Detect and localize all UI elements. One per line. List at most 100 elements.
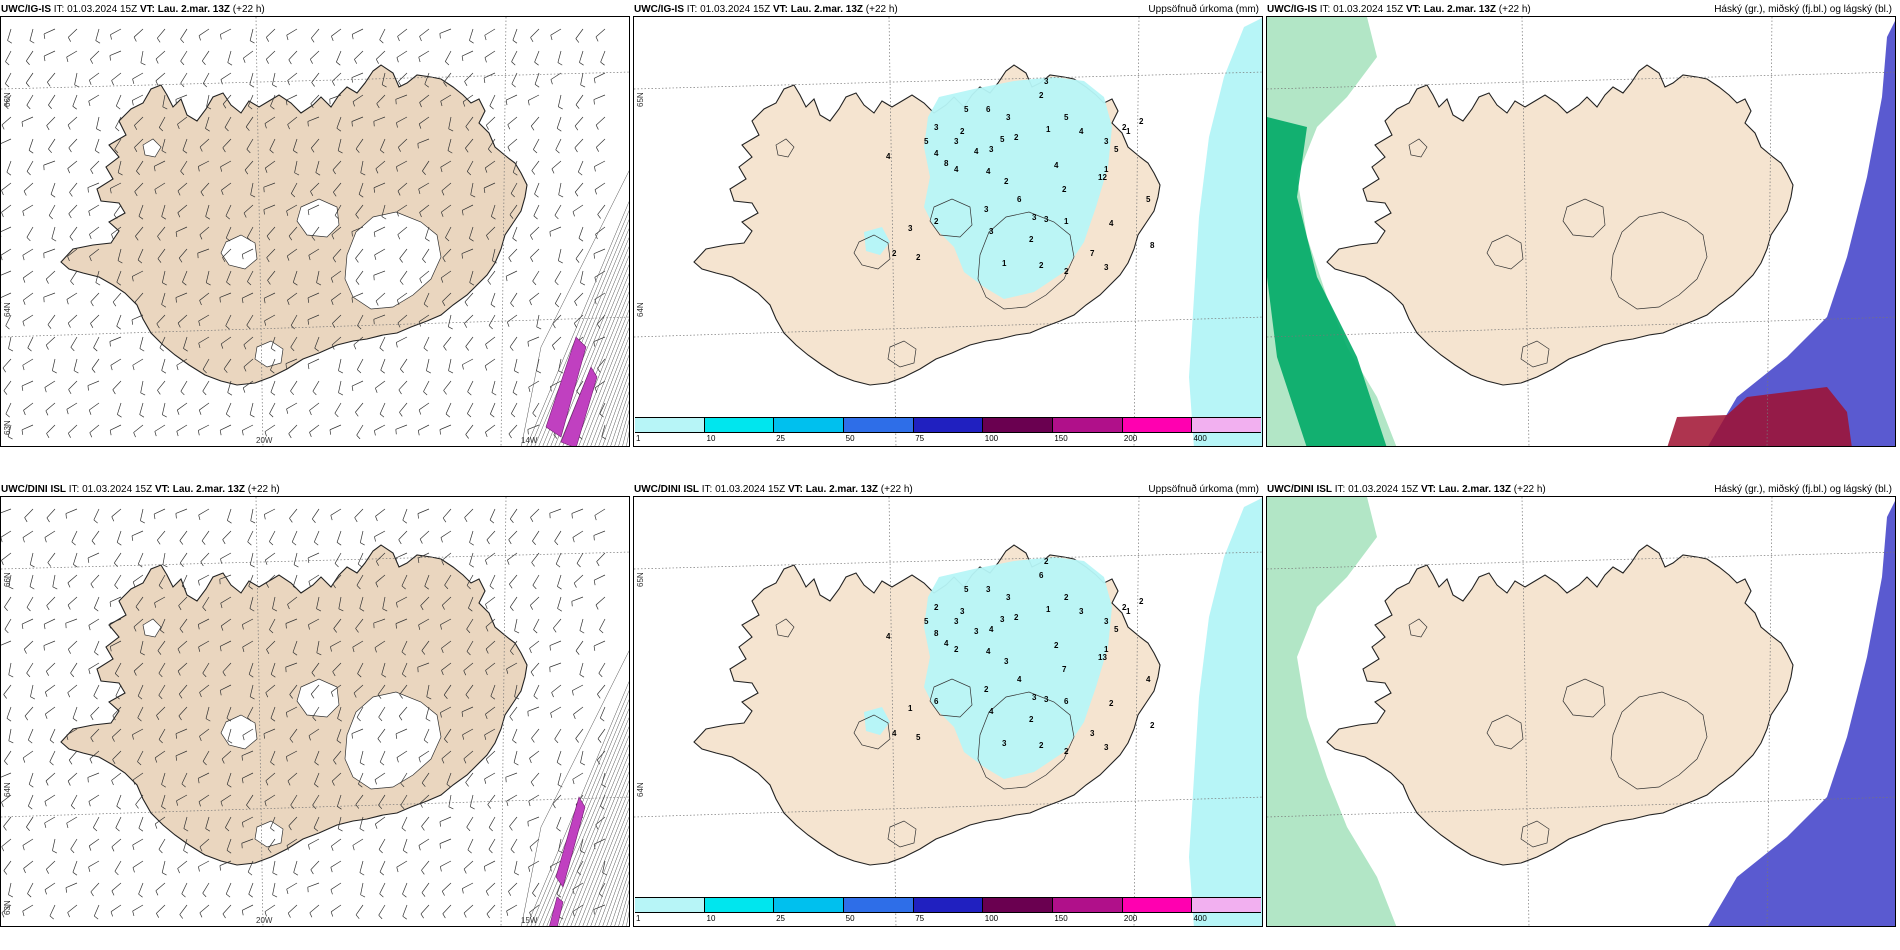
graticule bbox=[634, 497, 1262, 926]
it-label: IT: bbox=[1334, 484, 1346, 495]
map-panel-precip: UWC/IG-IS IT: 01.03.2024 15Z VT: Lau. 2.… bbox=[633, 0, 1263, 449]
vt-value: Lau. 2.mar. 13Z bbox=[1423, 4, 1497, 15]
precip-value-label: 1 bbox=[1002, 259, 1007, 268]
precip-value-label: 8 bbox=[934, 629, 939, 638]
map-frame bbox=[1266, 496, 1896, 927]
precip-value-label: 3 bbox=[1032, 693, 1037, 702]
glacier-patch bbox=[344, 211, 442, 310]
legend-tick-label: 400 bbox=[1193, 914, 1207, 923]
precip-value-label: 5 bbox=[1146, 195, 1151, 204]
legend-tick-label: 50 bbox=[845, 434, 855, 443]
legend-swatch bbox=[635, 418, 705, 432]
graticule bbox=[634, 17, 1262, 446]
map-svg bbox=[1, 17, 629, 446]
precip-value-label: 3 bbox=[1032, 213, 1037, 222]
precip-value-label: 2 bbox=[1139, 117, 1144, 126]
precip-value-label: 3 bbox=[1000, 615, 1005, 624]
precip-value-label: 6 bbox=[1017, 195, 1022, 204]
precip-value-label: 1 bbox=[1104, 165, 1109, 174]
model-name: UWC/IG-IS bbox=[634, 4, 684, 15]
vt-label: VT: bbox=[787, 484, 803, 495]
glacier-patch bbox=[254, 820, 284, 848]
precip-area-inland bbox=[924, 77, 1112, 299]
precip-value-label: 5 bbox=[1114, 625, 1119, 634]
precip-value-label: 6 bbox=[934, 697, 939, 706]
legend-colorbar bbox=[635, 897, 1262, 913]
precip-value-label: 3 bbox=[1044, 695, 1049, 704]
latitude-label: 66N bbox=[3, 92, 12, 107]
precip-value-label: 13 bbox=[1098, 653, 1107, 662]
legend-tick-label: 400 bbox=[1193, 434, 1207, 443]
panel-title: UWC/IG-IS IT: 01.03.2024 15Z VT: Lau. 2.… bbox=[1, 4, 265, 15]
map-frame bbox=[1266, 16, 1896, 447]
mid-cloud-area bbox=[1708, 501, 1895, 926]
longitude-label: 15W bbox=[521, 916, 538, 925]
wind-speed-streak bbox=[545, 336, 598, 446]
precip-value-label: 1 bbox=[908, 704, 913, 713]
precip-value-label: 2 bbox=[1004, 177, 1009, 186]
precip-value-label: 3 bbox=[960, 607, 965, 616]
longitude-label: 20W bbox=[256, 916, 273, 925]
precip-value-label: 2 bbox=[960, 127, 965, 136]
it-label: IT: bbox=[701, 484, 713, 495]
precip-value-label: 4 bbox=[886, 632, 891, 641]
precip-value-label: 1 bbox=[1064, 217, 1069, 226]
precip-value-label: 5 bbox=[1114, 145, 1119, 154]
vt-label: VT: bbox=[1420, 484, 1436, 495]
precip-value-label: 4 bbox=[1017, 675, 1022, 684]
map-panel-cloud: UWC/IG-IS IT: 01.03.2024 15Z VT: Lau. 2.… bbox=[1266, 0, 1896, 449]
vt-label: VT: bbox=[139, 4, 155, 15]
precip-value-label: 4 bbox=[1109, 219, 1114, 228]
graticule bbox=[1, 17, 629, 446]
legend-swatch bbox=[1122, 418, 1193, 432]
latitude-label: 66N bbox=[3, 572, 12, 587]
precip-value-label: 2 bbox=[1122, 123, 1127, 132]
glacier-patch bbox=[220, 714, 258, 750]
precip-value-label: 8 bbox=[1150, 241, 1155, 250]
legend-swatch bbox=[913, 418, 984, 432]
it-value: 01.03.2024 15Z bbox=[715, 484, 786, 495]
wind-speed-streak bbox=[549, 796, 586, 926]
precip-value-label: 4 bbox=[989, 625, 994, 634]
precip-value-label: 2 bbox=[916, 253, 921, 262]
precip-value-label: 2 bbox=[1039, 91, 1044, 100]
model-name: UWC/DINI ISL bbox=[634, 484, 699, 495]
precip-value-label: 2 bbox=[1062, 185, 1067, 194]
legend-swatch bbox=[844, 418, 914, 432]
precip-value-label: 2 bbox=[1054, 641, 1059, 650]
legend-tick-label: 50 bbox=[845, 914, 855, 923]
longitude-label: 20W bbox=[256, 436, 273, 445]
it-value: 01.03.2024 15Z bbox=[67, 4, 138, 15]
panel-header: UWC/DINI ISL IT: 01.03.2024 15Z VT: Lau.… bbox=[0, 484, 630, 500]
precip-value-label: 7 bbox=[1090, 249, 1095, 258]
precip-value-label: 3 bbox=[1079, 607, 1084, 616]
legend-tick-label: 10 bbox=[706, 914, 716, 923]
precip-value-label: 3 bbox=[1044, 215, 1049, 224]
precip-value-label: 2 bbox=[1039, 261, 1044, 270]
legend-swatch bbox=[913, 898, 984, 912]
precip-value-label: 5 bbox=[1000, 135, 1005, 144]
mid-cloud-area bbox=[1708, 21, 1895, 446]
it-label: IT: bbox=[53, 4, 65, 15]
it-value: 01.03.2024 15Z bbox=[700, 4, 771, 15]
precip-value-label: 4 bbox=[1054, 161, 1059, 170]
panel-field-title: Háský (gr.), miðský (fj.bl.) og lágský (… bbox=[1714, 484, 1892, 495]
legend-swatch bbox=[983, 898, 1054, 912]
panel-title: UWC/DINI ISL IT: 01.03.2024 15Z VT: Lau.… bbox=[1, 484, 280, 495]
vt-value: Lau. 2.mar. 13Z bbox=[790, 4, 864, 15]
latitude-label: 64N bbox=[3, 302, 12, 317]
precip-value-label: 3 bbox=[989, 227, 994, 236]
legend-tick-label: 75 bbox=[915, 434, 925, 443]
precip-value-label: 5 bbox=[1064, 113, 1069, 122]
precip-value-label: 3 bbox=[1006, 593, 1011, 602]
glacier-patch bbox=[296, 198, 340, 238]
precip-value-label: 3 bbox=[1104, 263, 1109, 272]
legend-swatch bbox=[704, 898, 775, 912]
precip-value-label: 1 bbox=[1126, 607, 1131, 616]
longitude-label: 14W bbox=[521, 436, 538, 445]
vt-label: VT: bbox=[154, 484, 170, 495]
precip-value-label: 2 bbox=[1014, 133, 1019, 142]
precip-value-label: 4 bbox=[886, 152, 891, 161]
precip-value-label: 2 bbox=[892, 249, 897, 258]
precip-value-label: 3 bbox=[1104, 617, 1109, 626]
